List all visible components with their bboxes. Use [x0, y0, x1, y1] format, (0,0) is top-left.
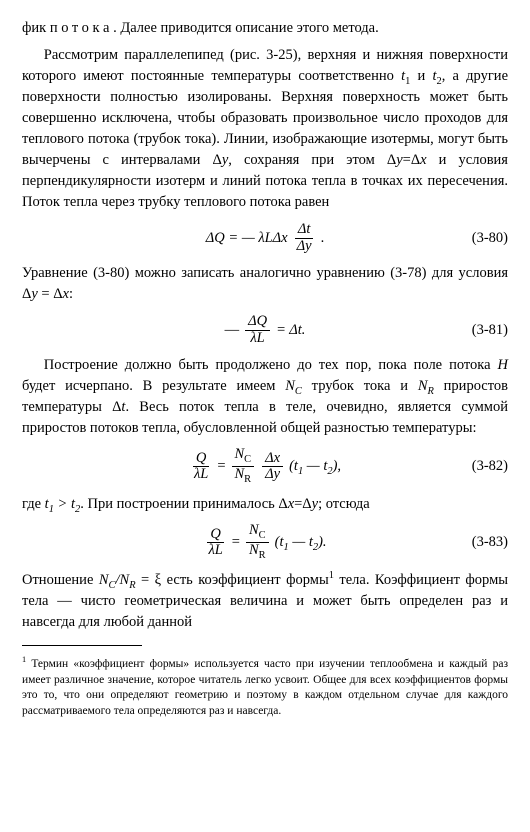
r-a: N — [99, 572, 109, 588]
eq83-eq: = — [232, 532, 240, 553]
sym-NCa: NC — [285, 378, 302, 394]
footnote-text: Термин «коэффициент формы» используется … — [22, 658, 508, 717]
eq82-f3d: Δy — [262, 467, 283, 482]
eq80-frac-den: Δy — [294, 239, 315, 254]
eq82-body: Q λL = NC NR Δx Δy (t1 — t2), — [189, 447, 341, 486]
eq81-frac-num: ΔQ — [245, 314, 270, 330]
paragraph-4: Построение должно быть продолжено до тех… — [22, 355, 508, 439]
eq81-frac-den: λL — [247, 331, 267, 346]
eq82-eq: = — [217, 456, 225, 477]
eq82-f2d: NR — [232, 467, 255, 486]
eq82-frac3: Δx Δy — [262, 451, 283, 482]
eq83-f2n-s: C — [259, 530, 266, 541]
eq82-pm: — t — [303, 458, 327, 474]
sym-NCa-s: C — [295, 386, 302, 397]
p5-gt: > — [54, 496, 71, 512]
eq83-f2d: NR — [246, 543, 269, 562]
eq82-frac1: Q λL — [191, 451, 211, 482]
eq83-f2d-l: N — [249, 542, 259, 558]
eq81-body: — ΔQ λL = Δt. — [225, 314, 306, 345]
eq83-f2n-l: N — [249, 522, 259, 538]
p6-b: = ξ есть коэффициент формы — [136, 572, 329, 588]
p2-d: , сохраняя при этом Δ — [228, 152, 396, 168]
eq82-f1d: λL — [191, 467, 211, 482]
eq83-paren: (t1 — t2). — [275, 532, 327, 553]
eq82-f2n-s: C — [244, 454, 251, 465]
eq81-mid: = Δt. — [276, 320, 305, 341]
eq83-pe: ). — [318, 534, 326, 550]
eq81-pre: — — [225, 320, 240, 341]
p1-a: фик — [22, 20, 50, 36]
paragraph-5: где t1 > t2. При построении принималось … — [22, 494, 508, 515]
p3-c: : — [69, 286, 73, 302]
eq83-pm: — t — [289, 534, 313, 550]
eq83-f2n: NC — [246, 523, 269, 543]
p5-c: =Δ — [294, 496, 312, 512]
eq82-num: (3-82) — [472, 456, 508, 477]
equation-3-81: — ΔQ λL = Δt. (3-81) — [22, 313, 508, 347]
p6-a: Отношение — [22, 572, 99, 588]
eq83-body: Q λL = NC NR (t1 — t2). — [203, 523, 326, 562]
p3-a: Уравнение (3-80) можно записать аналогич… — [22, 265, 508, 302]
eq83-f1d: λL — [205, 543, 225, 558]
eq80-tail: . — [321, 228, 325, 249]
eq81-frac: ΔQ λL — [245, 314, 270, 345]
p5-a: где — [22, 496, 45, 512]
eq80-body: ΔQ = — λLΔx Δt Δy . — [206, 222, 324, 253]
p5-b: . При построении принималось Δ — [80, 496, 287, 512]
eq83-num: (3-83) — [472, 532, 508, 553]
eq82-f2d-l: N — [235, 466, 245, 482]
eq83-f1n: Q — [207, 527, 223, 543]
eq82-paren: (t1 — t2), — [289, 456, 341, 477]
eq83-frac2: NC NR — [246, 523, 269, 562]
eq80-frac-num: Δt — [295, 222, 314, 238]
eq80-num: (3-80) — [472, 228, 508, 249]
r-as: C — [109, 580, 116, 591]
p5-d: ; отсюда — [318, 496, 370, 512]
p4-b: будет исчерпано. В результате имеем — [22, 378, 285, 394]
sym-NCa-l: N — [285, 378, 295, 394]
eq82-pa: (t — [289, 458, 298, 474]
eq82-pe: ), — [333, 458, 341, 474]
paragraph-1: фик потока. Далее приводится описание эт… — [22, 18, 508, 39]
eq81-num: (3-81) — [472, 320, 508, 341]
eq83-f2d-s: R — [259, 550, 266, 561]
eq80-lhs: ΔQ = — λLΔx — [206, 228, 288, 249]
equation-3-83: Q λL = NC NR (t1 — t2). (3-83) — [22, 523, 508, 562]
eq80-frac: Δt Δy — [294, 222, 315, 253]
eq82-f2n-l: N — [235, 446, 245, 462]
eq83-frac1: Q λL — [205, 527, 225, 558]
paragraph-2: Рассмотрим параллелепипед (рис. 3-25), в… — [22, 45, 508, 213]
eq82-f2d-s: R — [244, 474, 251, 485]
p1-c: . Далее приводится описание этого метода… — [113, 20, 379, 36]
eq82-f1n: Q — [193, 451, 209, 467]
paragraph-3: Уравнение (3-80) можно записать аналогич… — [22, 263, 508, 305]
p3-b: = Δ — [38, 286, 63, 302]
eq82-f2n: NC — [232, 447, 255, 467]
footnote: 1 Термин «коэффициент формы» используетс… — [22, 657, 508, 719]
sym-ratio: NC/NR — [99, 572, 136, 588]
sym-H: H — [498, 357, 508, 373]
p4-a: Построение должно быть продолжено до тех… — [44, 357, 498, 373]
page: фик потока. Далее приводится описание эт… — [0, 0, 530, 749]
p2-e: =Δ — [403, 152, 421, 168]
footnote-rule — [22, 645, 142, 646]
sym-t1t2: t1 > t2 — [45, 496, 81, 512]
p1-spaced: потока — [50, 20, 113, 36]
r-b: N — [120, 572, 130, 588]
paragraph-6: Отношение NC/NR = ξ есть коэффициент фор… — [22, 570, 508, 633]
equation-3-82: Q λL = NC NR Δx Δy (t1 — t2), (3-82) — [22, 447, 508, 486]
p2-b: и — [410, 68, 432, 84]
p4-c: трубок тока и — [302, 378, 418, 394]
equation-3-80: ΔQ = — λLΔx Δt Δy . (3-80) — [22, 221, 508, 255]
sym-NRa: NR — [418, 378, 434, 394]
eq82-frac2: NC NR — [232, 447, 255, 486]
eq82-f3n: Δx — [262, 451, 283, 467]
